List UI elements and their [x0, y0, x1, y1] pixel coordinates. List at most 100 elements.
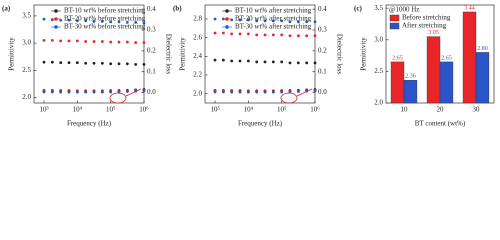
- data-point: [296, 90, 300, 93]
- data-point: [230, 90, 234, 94]
- data-point: [75, 19, 79, 23]
- highlight-arrow: [125, 88, 142, 97]
- bar: [439, 61, 454, 104]
- data-point: [296, 34, 300, 38]
- data-point: [263, 33, 267, 37]
- data-point: [313, 89, 317, 93]
- data-point: [221, 58, 225, 62]
- y2-tick-label: 0.0: [318, 88, 327, 96]
- data-point: [42, 60, 46, 64]
- data-point: [142, 41, 146, 44]
- data-point: [238, 18, 242, 22]
- data-point: [230, 59, 234, 63]
- data-point: [255, 60, 259, 64]
- data-point: [280, 90, 284, 94]
- y-tick-label: 2.6: [193, 33, 202, 41]
- plot-frame: [204, 4, 316, 104]
- data-point: [59, 61, 63, 65]
- data-point: [134, 21, 138, 24]
- x-tick-label: 10⁵: [106, 106, 116, 114]
- data-point: [67, 18, 71, 22]
- data-point: [100, 61, 104, 65]
- y-tick-label: 2.5: [22, 66, 31, 74]
- data-point: [59, 39, 63, 43]
- data-point: [50, 90, 54, 94]
- highlight-arrow: [296, 88, 313, 97]
- panel-label: (b): [173, 5, 182, 13]
- data-point: [221, 90, 225, 94]
- data-point: [280, 33, 284, 37]
- x-tick-label: 30: [473, 106, 481, 114]
- data-point: [125, 90, 129, 93]
- data-point: [50, 38, 54, 42]
- bar: [475, 52, 490, 104]
- y-tick-label: 3.0: [22, 39, 31, 47]
- data-point: [125, 62, 129, 66]
- data-point: [221, 31, 225, 35]
- data-point: [238, 32, 242, 36]
- y2-tick-label: 0.3: [147, 26, 156, 34]
- legend-label: Before stretching: [402, 14, 451, 22]
- y2-tick-label: 0.4: [147, 5, 156, 13]
- bar: [390, 61, 405, 104]
- data-point: [313, 20, 317, 24]
- y-tick-label: 3.0: [374, 35, 383, 43]
- data-point: [313, 34, 317, 38]
- data-point: [84, 19, 88, 23]
- data-point: [117, 90, 121, 94]
- data-point: [100, 40, 104, 43]
- data-point: [142, 21, 146, 25]
- y-tick-label: 3.5: [22, 11, 31, 19]
- data-point: [42, 38, 46, 42]
- data-point: [125, 40, 129, 44]
- x-axis-label: Frequency (Hz): [67, 120, 112, 128]
- y2-tick-label: 0.2: [318, 46, 327, 54]
- legend-label: BT-30 wt% before stretching: [64, 23, 146, 31]
- y-tick-label: 2.0: [22, 93, 31, 101]
- data-point: [75, 90, 79, 94]
- data-point: [271, 60, 275, 64]
- data-point: [271, 90, 275, 94]
- y2-tick-label: 0.2: [147, 46, 156, 54]
- data-point: [100, 19, 104, 23]
- data-point: [255, 33, 259, 37]
- data-point: [288, 90, 292, 94]
- x-tick-label: 10⁶: [139, 106, 149, 114]
- y-axis-label: Permittivity: [8, 37, 16, 71]
- data-point: [75, 39, 79, 43]
- highlight-ellipse: [280, 92, 298, 104]
- annotation: @1000 Hz: [389, 6, 419, 14]
- data-point: [42, 90, 46, 94]
- data-point: [109, 20, 113, 24]
- highlight-ellipse: [109, 92, 127, 104]
- legend-label: BT-10 wt% after stretching: [235, 7, 312, 15]
- data-point: [213, 31, 217, 35]
- data-point: [142, 89, 146, 93]
- data-point: [280, 19, 284, 23]
- data-point: [92, 61, 96, 65]
- data-point: [288, 20, 292, 24]
- value-label: 2.65: [392, 55, 403, 61]
- data-point: [263, 60, 267, 64]
- x-tick-label: 10: [401, 106, 409, 114]
- plot-frame: [33, 4, 145, 104]
- data-point: [92, 19, 96, 23]
- data-point: [67, 39, 71, 43]
- data-point: [288, 61, 292, 65]
- figure: (a) 2.0 2.5 3.0 3.5 Permittivity Frequency (Hz…: [2, 4, 495, 128]
- legend-label: BT-30 wt% after stretching: [235, 23, 312, 31]
- y-tick-label: 3.5: [374, 4, 383, 12]
- data-point: [134, 62, 138, 66]
- data-point: [288, 34, 292, 38]
- data-point: [213, 90, 217, 94]
- legend-label: BT-10 wt% before stretching: [64, 7, 146, 15]
- data-point: [305, 61, 309, 65]
- data-point: [117, 20, 121, 24]
- x-tick-label: 10⁴: [73, 106, 83, 114]
- x-axis-label: Frequency (Hz): [238, 120, 283, 128]
- data-point: [213, 58, 217, 62]
- x-axis-label: BT content (wt%): [415, 120, 466, 128]
- value-label: 3.05: [428, 30, 439, 36]
- data-point: [246, 32, 250, 36]
- data-point: [42, 17, 46, 21]
